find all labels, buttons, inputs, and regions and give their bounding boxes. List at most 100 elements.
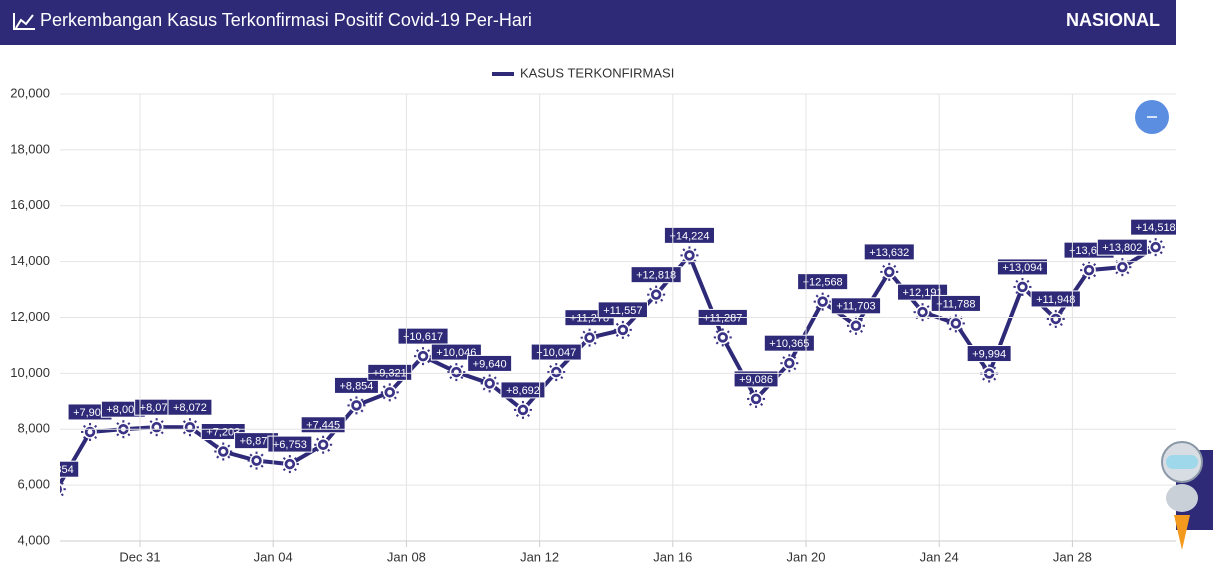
virus-marker bbox=[580, 328, 599, 347]
data-label-text: +10,365 bbox=[769, 338, 809, 350]
data-label: +10,365 bbox=[763, 334, 815, 352]
data-label-box bbox=[763, 334, 815, 352]
data-label-box bbox=[530, 343, 582, 361]
virus-marker bbox=[280, 455, 299, 474]
header-title: Perkembangan Kasus Terkonfirmasi Positif… bbox=[40, 10, 532, 30]
data-label-box bbox=[60, 460, 80, 478]
data-label-text: +10,617 bbox=[403, 331, 443, 343]
data-label: +6,753 bbox=[267, 435, 313, 453]
marker-core bbox=[820, 299, 826, 305]
virus-marker bbox=[480, 374, 499, 393]
virus-marker bbox=[813, 292, 832, 311]
data-label: +10,047 bbox=[530, 343, 582, 361]
marker-body bbox=[60, 483, 64, 496]
data-label-box bbox=[1096, 238, 1148, 256]
marker-core bbox=[54, 487, 59, 492]
marker-core bbox=[753, 396, 759, 402]
data-label-box bbox=[1030, 290, 1081, 308]
data-label: +9,321 bbox=[367, 363, 413, 381]
data-label-box bbox=[467, 354, 513, 372]
data-label-box bbox=[830, 297, 882, 315]
virus-marker bbox=[314, 435, 333, 454]
marker-core bbox=[287, 461, 293, 467]
data-label-text: +5,854 bbox=[40, 464, 74, 476]
marker-core bbox=[87, 429, 93, 435]
virus-marker bbox=[247, 451, 266, 470]
data-label: +8,072 bbox=[167, 398, 213, 416]
x-tick-label: Jan 28 bbox=[1053, 549, 1092, 564]
data-label-text: +8,692 bbox=[506, 385, 540, 397]
y-tick-label: 18,000 bbox=[10, 141, 50, 156]
data-label-text: +9,994 bbox=[972, 348, 1006, 360]
marker-spike bbox=[50, 483, 56, 489]
data-label-text: +8,854 bbox=[339, 380, 373, 392]
data-label-text: +7,903 bbox=[73, 407, 107, 419]
data-label-text: +8,072 bbox=[173, 402, 207, 414]
data-label-text: +9,640 bbox=[473, 358, 507, 370]
data-label: +14,224 bbox=[663, 226, 715, 244]
y-tick-label: 8,000 bbox=[17, 421, 50, 436]
virus-marker bbox=[980, 364, 999, 383]
y-tick-label: 20,000 bbox=[10, 85, 50, 100]
y-tick-label: 4,000 bbox=[17, 532, 50, 547]
virus-marker bbox=[913, 303, 932, 322]
data-label-box bbox=[797, 273, 849, 291]
data-label-box bbox=[333, 376, 379, 394]
marker-core bbox=[1019, 284, 1025, 290]
virus-marker bbox=[547, 363, 566, 382]
data-label: +13,802 bbox=[1096, 238, 1148, 256]
x-tick-label: Jan 08 bbox=[387, 549, 426, 564]
marker-core bbox=[686, 252, 692, 258]
data-label-box bbox=[267, 435, 313, 453]
marker-core bbox=[587, 335, 593, 341]
plot-area: +5,854+7,903 +8,002 +8,074 +8,072+7,203+6,8… bbox=[40, 218, 1176, 497]
marker-core bbox=[487, 380, 493, 386]
data-label: +10,617 bbox=[397, 327, 449, 345]
data-label: +9,086 bbox=[733, 370, 779, 388]
marker-core bbox=[387, 389, 393, 395]
data-label-box bbox=[733, 370, 779, 388]
virus-marker bbox=[1146, 238, 1165, 257]
virus-marker bbox=[1046, 309, 1065, 328]
zoom-button[interactable] bbox=[1135, 100, 1169, 134]
data-label-text: +6,877 bbox=[240, 436, 274, 448]
virus-marker bbox=[50, 482, 66, 497]
x-tick-label: Jan 24 bbox=[920, 549, 959, 564]
data-label-text: +11,557 bbox=[603, 305, 642, 317]
virus-marker bbox=[946, 314, 965, 333]
virus-marker bbox=[613, 320, 632, 339]
data-label: +8,854 bbox=[333, 376, 379, 394]
data-label-text: +13,802 bbox=[1102, 242, 1142, 254]
virus-marker bbox=[414, 347, 433, 366]
marker-spike bbox=[60, 482, 64, 488]
data-label: +9,994 bbox=[966, 345, 1012, 363]
data-label: +11,788 bbox=[930, 294, 981, 312]
mascot bbox=[1161, 441, 1203, 550]
marker-core bbox=[520, 407, 526, 413]
x-tick-label: Jan 04 bbox=[254, 549, 293, 564]
marker-spike bbox=[50, 489, 56, 495]
virus-marker bbox=[347, 396, 366, 415]
data-label-text: +10,046 bbox=[436, 347, 476, 359]
data-label-box bbox=[663, 226, 715, 244]
header-scope: NASIONAL bbox=[1066, 10, 1160, 30]
data-label: +12,818 bbox=[630, 266, 682, 284]
marker-core bbox=[653, 292, 659, 298]
x-tick-label: Jan 16 bbox=[653, 549, 692, 564]
header-bar bbox=[0, 0, 1176, 45]
data-label-text: +11,788 bbox=[936, 298, 975, 310]
header-icon bbox=[15, 14, 34, 29]
marker-core bbox=[853, 323, 859, 329]
virus-marker bbox=[1013, 277, 1032, 296]
marker-core bbox=[220, 449, 226, 455]
y-tick-label: 12,000 bbox=[10, 309, 50, 324]
y-tick-label: 10,000 bbox=[10, 365, 50, 380]
virus-marker bbox=[846, 316, 865, 335]
data-label-text: +8,002 bbox=[106, 404, 140, 416]
virus-marker bbox=[747, 389, 766, 408]
virus-marker bbox=[147, 418, 166, 437]
marker-core bbox=[320, 442, 326, 448]
marker-core bbox=[1119, 264, 1125, 270]
data-label: +7,445 bbox=[300, 416, 346, 434]
data-label-box bbox=[630, 266, 682, 284]
